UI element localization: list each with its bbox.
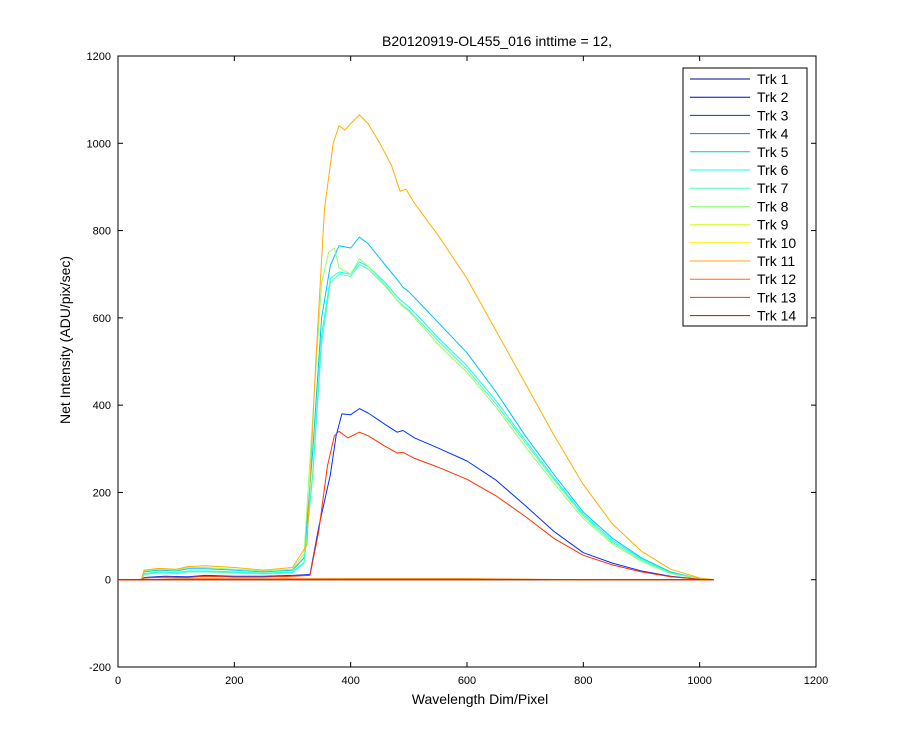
legend-label: Trk 7: [757, 180, 789, 196]
y-axis-ticks: -200 0 200 400 600 800 1000 1200: [87, 51, 816, 674]
legend-label: Trk 11: [757, 253, 795, 269]
series-line-trk-7: [118, 264, 714, 581]
y-tick-label: 0: [105, 575, 111, 587]
legend-label: Trk 12: [757, 271, 796, 287]
x-tick-label: 800: [574, 675, 592, 687]
legend-box: [682, 67, 808, 327]
legend-label: Trk 10: [757, 235, 796, 251]
x-tick-label: 400: [341, 675, 359, 687]
legend-label: Trk 6: [757, 162, 789, 178]
y-tick-label: 1000: [87, 138, 111, 150]
x-axis-ticks: 0 200 400 600 800 1000 1200: [115, 56, 828, 687]
x-axis-label: Wavelength Dim/Pixel: [412, 691, 548, 707]
y-tick-label: -200: [89, 662, 111, 674]
series-line-trk-6: [118, 261, 714, 581]
legend-label: Trk 2: [757, 89, 789, 105]
legend-label: Trk 9: [757, 217, 789, 233]
legend: Trk 1 Trk 2 Trk 3 Trk 4 Trk 5 Trk 6 Trk 7 Trk 8…: [682, 67, 808, 327]
legend-label: Trk 14: [757, 308, 796, 324]
series-line-trk-5: [118, 236, 714, 581]
series-line-trk-11: [118, 114, 714, 581]
legend-label: Trk 13: [757, 289, 796, 305]
legend-label: Trk 4: [757, 126, 789, 142]
y-tick-label: 600: [93, 313, 111, 325]
y-axis-label: Net Intensity (ADU/pix/sec): [57, 256, 73, 424]
x-tick-label: 0: [115, 675, 121, 687]
series-lines: [118, 114, 714, 581]
x-tick-label: 600: [458, 675, 476, 687]
legend-label: Trk 8: [757, 198, 789, 214]
x-tick-label: 200: [225, 675, 243, 687]
series-line-trk-8: [118, 247, 714, 581]
legend-label: Trk 5: [757, 144, 789, 160]
x-tick-label: 1200: [804, 675, 828, 687]
series-line-trk-13: [118, 430, 714, 581]
y-tick-label: 200: [93, 487, 111, 499]
chart-title: B20120919-OL455_016 inttime = 12,: [382, 33, 612, 49]
y-tick-label: 800: [93, 226, 111, 238]
legend-label: Trk 1: [757, 71, 789, 87]
x-tick-label: 1000: [687, 675, 711, 687]
legend-label: Trk 3: [757, 107, 789, 123]
y-tick-label: 400: [93, 400, 111, 412]
series-line-trk-3: [118, 408, 714, 581]
y-tick-label: 1200: [87, 51, 111, 63]
